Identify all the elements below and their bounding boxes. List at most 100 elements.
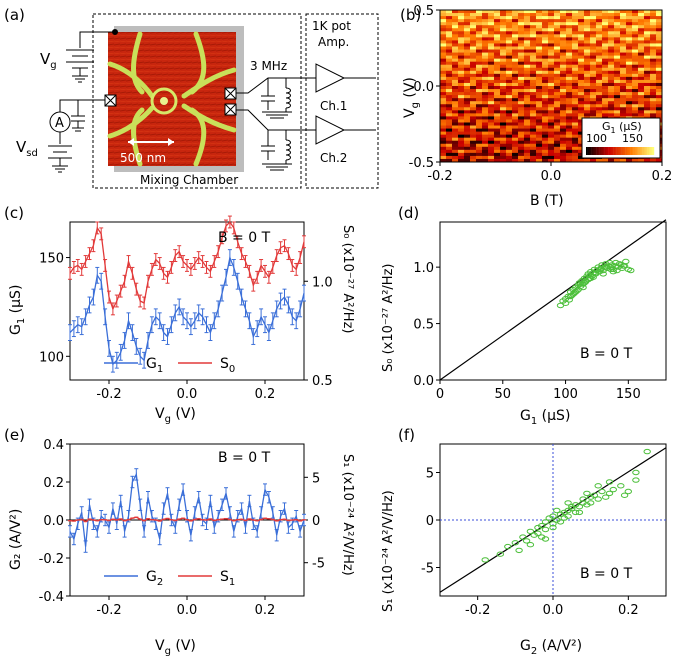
heatmap-cell bbox=[458, 64, 465, 69]
heatmap-cell bbox=[512, 119, 519, 123]
heatmap-cell bbox=[608, 22, 615, 26]
heatmap-cell bbox=[518, 67, 525, 72]
heatmap-cell bbox=[608, 46, 615, 50]
heatmap-cell bbox=[512, 131, 519, 136]
heatmap-cell bbox=[476, 149, 483, 154]
heatmap-cell bbox=[596, 86, 603, 90]
heatmap-cell bbox=[464, 110, 471, 114]
heatmap-cell bbox=[548, 128, 555, 132]
heatmap-cell bbox=[446, 79, 453, 84]
heatmap-cell bbox=[548, 37, 555, 41]
scatter-point bbox=[573, 288, 581, 294]
heatmap-cell bbox=[614, 40, 621, 44]
heatmap-cell bbox=[494, 101, 501, 105]
heatmap-cell bbox=[488, 82, 495, 87]
heatmap-cell bbox=[578, 64, 585, 69]
scatter-point bbox=[627, 267, 635, 274]
heatmap-cell bbox=[656, 98, 663, 102]
heatmap-cell bbox=[476, 116, 483, 120]
heatmap-cell bbox=[530, 152, 537, 157]
heatmap-cell bbox=[578, 86, 585, 90]
heatmap-cell bbox=[548, 76, 555, 81]
heatmap-cell bbox=[554, 158, 561, 163]
scatter-point bbox=[599, 271, 607, 277]
heatmap-cell bbox=[578, 76, 585, 81]
heatmap-cell bbox=[452, 89, 459, 93]
heatmap-cell bbox=[548, 79, 555, 84]
heatmap-cell bbox=[554, 92, 561, 96]
heatmap-cell bbox=[566, 76, 573, 81]
heatmap-cell bbox=[458, 107, 465, 111]
heatmap-cell bbox=[608, 34, 615, 38]
afm-image bbox=[108, 32, 236, 166]
heatmap-cell bbox=[524, 95, 531, 99]
heatmap-cell bbox=[638, 89, 645, 93]
heatmap-cell bbox=[458, 52, 465, 56]
ylabel-f: S₁ (x10⁻²⁴ A²/V/Hz) bbox=[381, 490, 396, 612]
scatter-point bbox=[541, 536, 550, 542]
heatmap-cell bbox=[464, 104, 471, 108]
heatmap-cell bbox=[494, 70, 501, 75]
heatmap-cell bbox=[518, 137, 525, 142]
heatmap-cell bbox=[518, 149, 525, 154]
fit-line bbox=[439, 219, 667, 381]
heatmap-cell bbox=[470, 89, 477, 93]
heatmap-cell bbox=[458, 55, 465, 60]
heatmap-cell bbox=[530, 79, 537, 84]
heatmap-cell bbox=[524, 107, 531, 111]
heatmap-cell bbox=[530, 67, 537, 72]
heatmap-cell bbox=[536, 89, 543, 93]
heatmap-cell bbox=[500, 22, 507, 26]
heatmap-cell bbox=[542, 101, 549, 105]
ylabel-d: S₀ (x10⁻²⁷ A²/Hz) bbox=[381, 264, 396, 372]
heatmap-cell bbox=[464, 98, 471, 102]
heatmap-cell bbox=[644, 10, 651, 14]
heatmap-cell bbox=[560, 10, 567, 14]
heatmap-cell bbox=[584, 16, 591, 20]
heatmap-cell bbox=[506, 37, 513, 41]
heatmap-cell bbox=[644, 31, 651, 35]
ohmic-contact-right-top bbox=[224, 87, 237, 100]
colorbar-swatch bbox=[650, 147, 653, 155]
heatmap-cell bbox=[584, 70, 591, 75]
colorbar-swatch bbox=[645, 147, 648, 155]
ammeter-icon bbox=[49, 111, 71, 133]
heatmap-cell bbox=[536, 43, 543, 47]
heatmap-cell bbox=[614, 31, 621, 35]
heatmap-cell bbox=[548, 28, 555, 32]
heatmap-cell bbox=[530, 125, 537, 129]
heatmap-cell bbox=[482, 58, 489, 63]
heatmap-cell bbox=[500, 46, 507, 50]
heatmap-cell bbox=[482, 37, 489, 41]
heatmap-cell bbox=[494, 52, 501, 56]
heatmap-cell bbox=[482, 146, 489, 151]
heatmap-cell bbox=[494, 122, 501, 126]
heatmap-cell bbox=[524, 73, 531, 78]
heatmap-cell bbox=[542, 158, 549, 163]
heatmap-cell bbox=[542, 104, 549, 108]
heatmap-cell bbox=[518, 73, 525, 78]
heatmap-cell bbox=[548, 104, 555, 108]
heatmap-cell bbox=[614, 107, 621, 111]
heatmap-cell bbox=[506, 70, 513, 75]
heatmap-cell bbox=[440, 10, 447, 14]
heatmap-cell bbox=[536, 86, 543, 90]
heatmap-cell bbox=[512, 16, 519, 20]
heatmap-cell bbox=[572, 52, 579, 56]
colorbar-swatch bbox=[596, 147, 599, 155]
heatmap-cell bbox=[626, 40, 633, 44]
heatmap-cell bbox=[530, 28, 537, 32]
heatmap-cell bbox=[626, 31, 633, 35]
y2label-c: S₀ (x10⁻²⁷ A²/Hz) bbox=[340, 225, 355, 333]
heatmap-cell bbox=[440, 22, 447, 26]
heatmap-cell bbox=[482, 28, 489, 32]
y-tick-label: 0.0 bbox=[43, 514, 64, 529]
heatmap-cell bbox=[446, 28, 453, 32]
heatmap-cell bbox=[602, 92, 609, 96]
heatmap-cell bbox=[464, 25, 471, 29]
colorbar-swatch bbox=[606, 147, 609, 155]
heatmap-cell bbox=[530, 116, 537, 120]
heatmap-cell bbox=[458, 104, 465, 108]
heatmap-cell bbox=[446, 40, 453, 44]
